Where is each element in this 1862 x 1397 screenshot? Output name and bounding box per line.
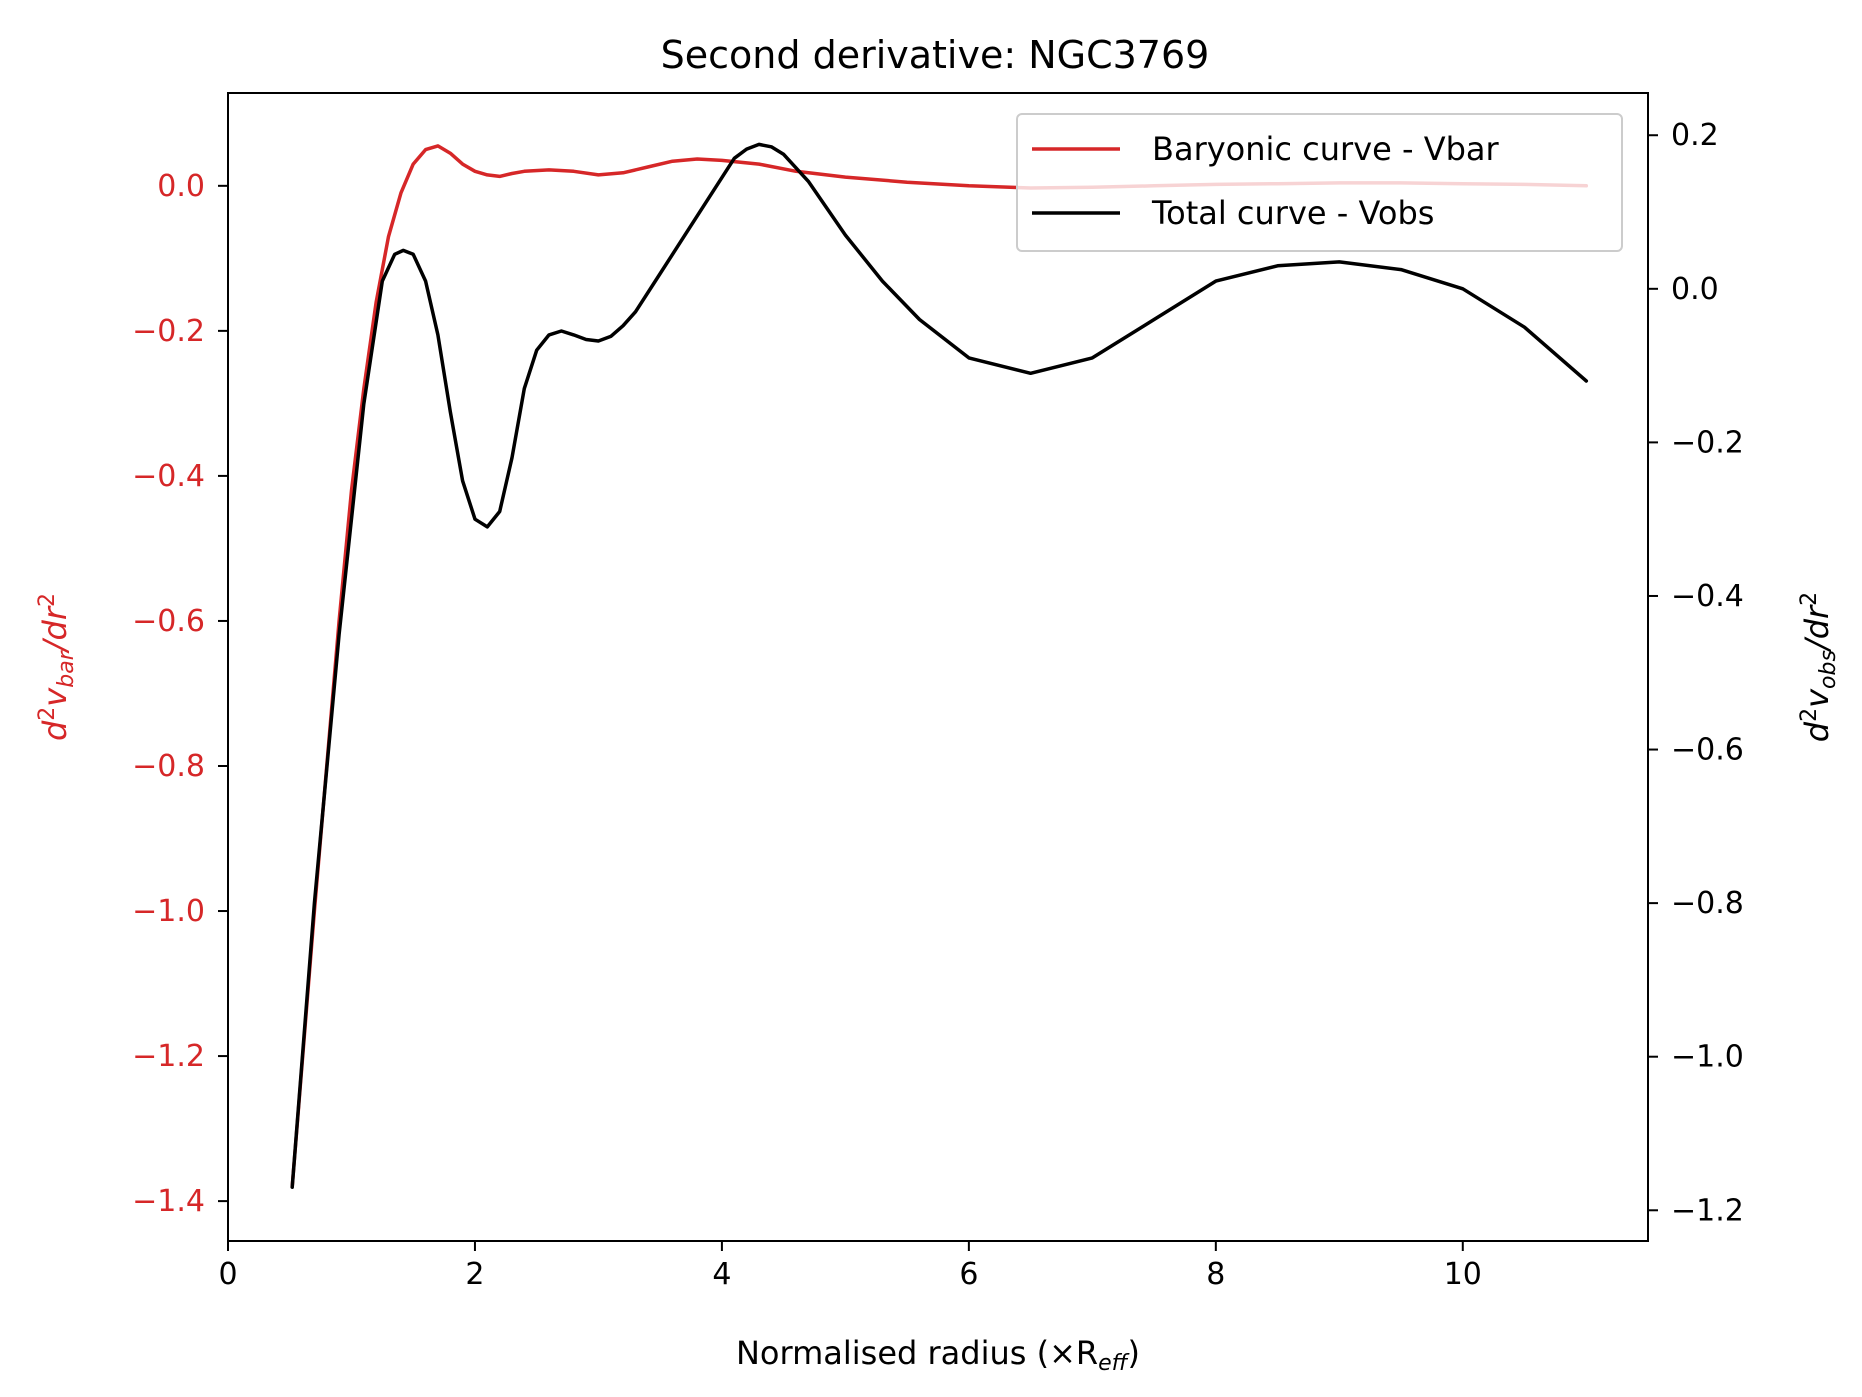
x-axis: 0 2 4 6 8 10	[218, 1241, 1482, 1292]
series-lines	[290, 142, 1589, 1189]
y-axis-right: 0.2 0.0 −0.2 −0.4 −0.6 −0.8 −1.0 −1.2	[1648, 118, 1744, 1228]
legend: Baryonic curve - Vbar Total curve - Vobs	[1016, 113, 1623, 252]
plot-frame	[227, 92, 1649, 1242]
y-right-tick-label: 0.2	[1671, 118, 1719, 153]
x-axis-title: Normalised radius (×Reff)	[736, 1334, 1140, 1376]
y-right-tick-label: 0.0	[1671, 272, 1719, 307]
x-axis-title-close: )	[1128, 1334, 1140, 1372]
y-left-tick-label: 0.0	[157, 169, 205, 204]
y-left-tick-label: −0.8	[132, 749, 205, 784]
y-left-tick-label: −1.2	[132, 1039, 205, 1074]
y-right-tick-label: −1.2	[1671, 1193, 1744, 1228]
y-left-title-d: d	[36, 720, 74, 741]
x-tick-label: 0	[218, 1257, 237, 1292]
y-left-tick-label: −1.4	[132, 1184, 205, 1219]
y-right-title-sup2: 2	[1797, 592, 1822, 606]
x-tick-label: 8	[1206, 1257, 1225, 1292]
y-right-tick-label: −1.0	[1671, 1040, 1744, 1075]
x-tick-label: 10	[1444, 1257, 1482, 1292]
x-axis-title-sub: eff	[1098, 1351, 1130, 1376]
y-left-tick-label: −0.6	[132, 604, 205, 639]
y-right-tick-label: −0.2	[1671, 425, 1744, 460]
y-left-tick-label: −1.0	[132, 894, 205, 929]
y-right-tick-label: −0.8	[1671, 886, 1744, 921]
y-left-tick-label: −0.2	[132, 314, 205, 349]
y-right-tick-label: −0.6	[1671, 733, 1744, 768]
chart-title: Second derivative: NGC3769	[661, 33, 1210, 77]
y-right-title-slash: /dr	[1798, 604, 1836, 653]
series-line-total	[290, 142, 1589, 1189]
legend-box	[1016, 113, 1623, 252]
y-axis-left: 0.0 −0.2 −0.4 −0.6 −0.8 −1.0 −1.2 −1.4	[132, 169, 228, 1219]
y-left-title-sup1: 2	[35, 707, 60, 721]
legend-label-baryonic: Baryonic curve - Vbar	[1152, 130, 1500, 168]
y-left-title-sub: bar	[54, 649, 79, 687]
series-line-baryonic	[290, 144, 1589, 1189]
y-right-tick-label: −0.4	[1671, 579, 1744, 614]
x-tick-label: 6	[959, 1257, 978, 1292]
y-right-title-v: v	[1798, 688, 1836, 708]
y-axis-right-title: d2vobs/dr2	[1797, 592, 1841, 742]
y-axis-left-title: d2vbar/dr2	[35, 593, 79, 741]
x-tick-label: 2	[465, 1257, 484, 1292]
y-left-tick-label: −0.4	[132, 459, 205, 494]
y-right-title-sub: obs	[1816, 650, 1841, 689]
x-tick-label: 4	[712, 1257, 731, 1292]
y-left-title-v: v	[36, 687, 74, 707]
x-axis-title-main: Normalised radius (×R	[736, 1334, 1098, 1372]
y-left-title-sup2: 2	[35, 593, 60, 607]
plot-area	[227, 92, 1649, 1242]
legend-label-total: Total curve - Vobs	[1151, 194, 1434, 232]
y-left-title-slash: /dr	[36, 605, 74, 654]
y-right-title-sup1: 2	[1797, 708, 1822, 722]
y-right-title-d: d	[1798, 721, 1836, 742]
